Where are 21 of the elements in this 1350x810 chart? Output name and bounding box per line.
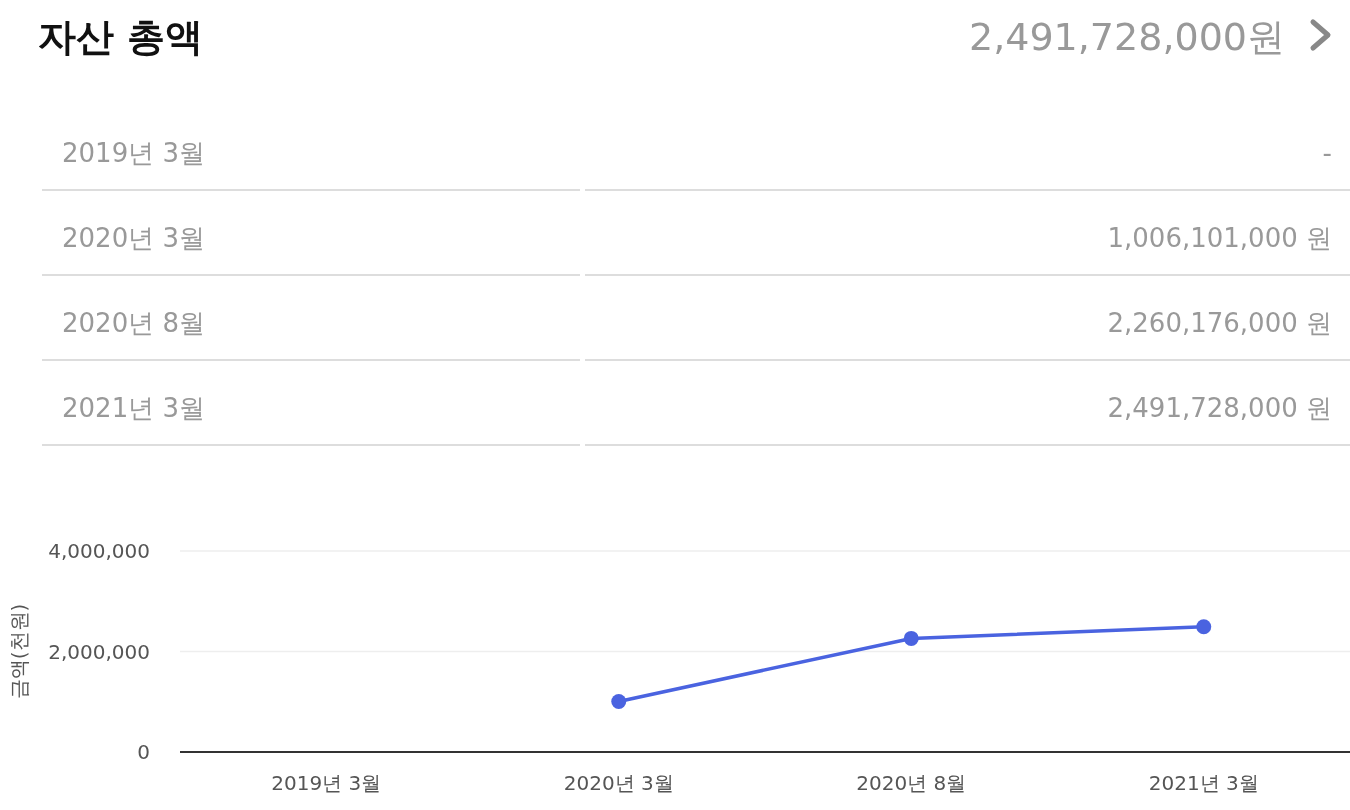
text: 1,006,101,000 원 [1107,223,1332,253]
text: 2,260,176,000 원 [1107,308,1332,338]
text: 2,491,728,000원 [968,15,1285,59]
x-tick-label: 2019년 3월 [271,771,382,795]
category-label: 2020년 3월 [62,223,205,253]
text: - [1322,138,1332,168]
y-axis-title: 금액(천원) [7,603,31,700]
y-tick-label: 2,000,000 [48,639,150,664]
category-label: 2019년 3월 [62,138,205,168]
point [611,693,627,709]
category-label: 2020년 8월 [62,308,205,338]
point [903,630,919,646]
x-tick-label: 2020년 8월 [856,771,967,795]
x-tick-label: 2021년 3월 [1148,771,1259,795]
y-tick-label: 4,000,000 [48,539,150,563]
category-label: 2021년 3월 [62,393,205,423]
point [1196,619,1212,635]
text: 2,491,728,000 원 [1107,393,1332,423]
text: 자산 총액 [38,15,204,59]
y-tick-label: 0 [137,740,150,764]
x-tick-label: 2020년 3월 [563,771,674,795]
